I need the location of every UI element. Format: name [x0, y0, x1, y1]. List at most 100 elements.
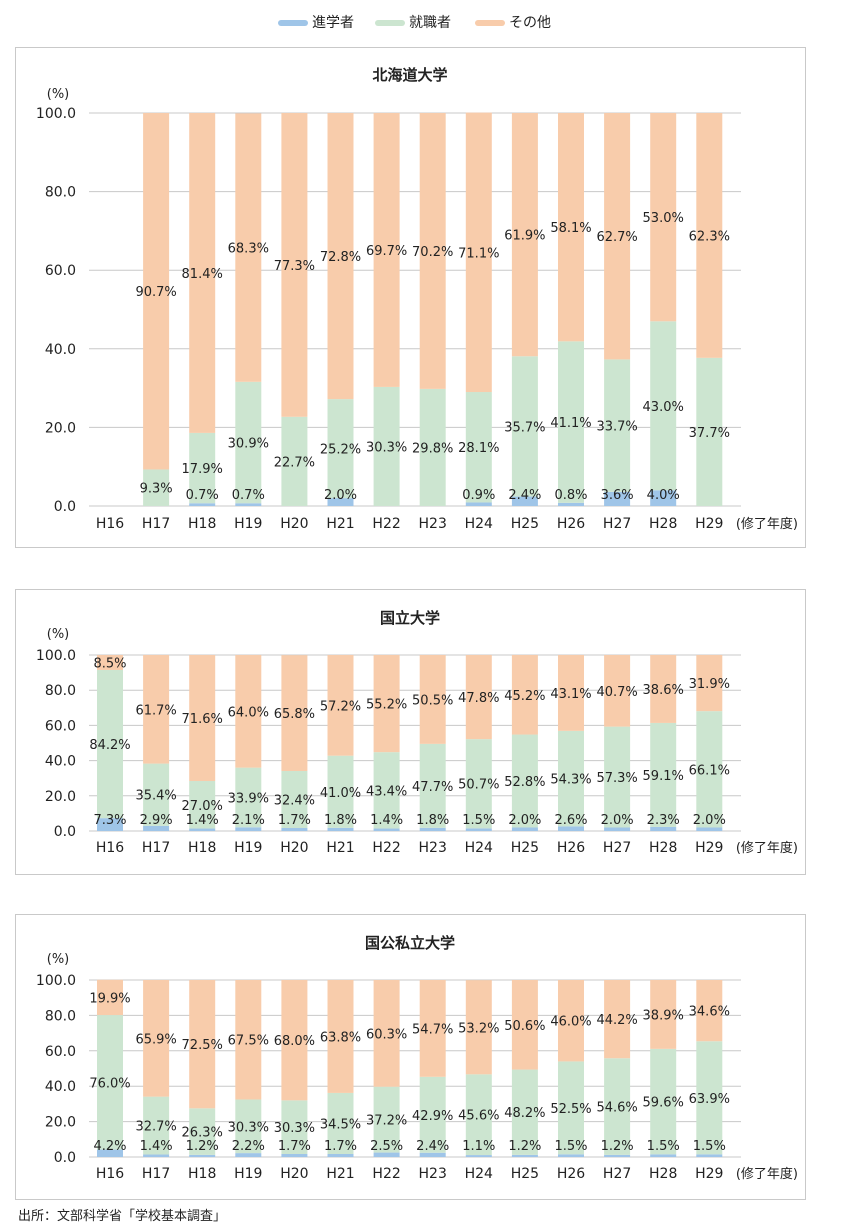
data-label-shingaku: 1.2%: [601, 1139, 634, 1154]
x-tick-label: H26: [557, 840, 585, 856]
data-label-shushoku: 52.8%: [504, 775, 545, 790]
data-label-sonota: 38.6%: [643, 683, 684, 698]
bar-segment-sonota: [281, 980, 308, 1101]
x-tick-label: H27: [603, 516, 631, 532]
x-tick-label: H21: [326, 1166, 354, 1182]
data-label-shingaku: 2.0%: [508, 813, 541, 828]
data-label-shingaku: 1.1%: [462, 1139, 495, 1154]
x-tick-label: H23: [419, 516, 447, 532]
chart-title: 国立大学: [380, 609, 440, 627]
data-label-shushoku: 37.7%: [689, 426, 730, 441]
data-label-shushoku: 30.3%: [228, 1120, 269, 1135]
bar-segment-shingaku: [419, 1152, 446, 1157]
data-label-shingaku: 0.7%: [232, 488, 265, 503]
bar-segment-shingaku: [281, 828, 308, 831]
x-tick-label: H28: [649, 840, 677, 856]
y-tick-label: 80.0: [45, 1008, 76, 1024]
bar-segment-sonota: [696, 113, 723, 358]
bar-segment-shushoku: [511, 1069, 538, 1155]
bar-segment-sonota: [419, 113, 446, 389]
x-tick-label: H16: [96, 1166, 124, 1182]
bar-segment-shingaku: [604, 1154, 631, 1157]
bar-segment-shushoku: [419, 388, 446, 506]
legend-label-sonota: その他: [509, 15, 551, 31]
data-label-shingaku: 1.5%: [693, 1139, 726, 1154]
bar-segment-shingaku: [189, 503, 216, 506]
bar-segment-shushoku: [143, 763, 170, 826]
legend-swatch-shushoku: [375, 20, 405, 26]
data-label-sonota: 81.4%: [182, 267, 223, 282]
bar-segment-sonota: [604, 113, 631, 360]
bar-segment-sonota: [650, 980, 677, 1049]
x-axis-unit-label: (修了年度): [736, 516, 798, 532]
data-label-shingaku: 1.7%: [278, 1139, 311, 1154]
bar-segment-shushoku: [604, 359, 631, 492]
x-tick-label: H28: [649, 1166, 677, 1182]
data-label-sonota: 62.7%: [596, 230, 637, 245]
data-label-sonota: 62.3%: [689, 229, 730, 244]
data-label-shingaku: 1.5%: [554, 1139, 587, 1154]
data-label-shushoku: 29.8%: [412, 441, 453, 456]
chart-title: 北海道大学: [372, 66, 447, 84]
bar-segment-sonota: [97, 655, 123, 670]
x-tick-label: H17: [142, 840, 170, 856]
y-tick-label: 0.0: [54, 1150, 76, 1166]
bar-segment-sonota: [465, 112, 492, 393]
bar-segment-shingaku: [696, 827, 723, 831]
data-label-sonota: 44.2%: [596, 1013, 637, 1028]
data-label-shingaku: 1.5%: [462, 813, 495, 828]
bar-segment-shushoku: [511, 734, 538, 828]
data-label-sonota: 61.9%: [504, 229, 545, 244]
data-label-sonota: 8.5%: [93, 656, 126, 671]
bar-segment-sonota: [281, 655, 308, 771]
y-tick-label: 60.0: [45, 1044, 76, 1060]
bar-segment-shushoku: [189, 781, 216, 829]
bar-segment-shushoku: [189, 1108, 216, 1155]
bar-segment-shingaku: [143, 1154, 170, 1157]
bar-segment-shingaku: [465, 828, 492, 831]
data-label-shingaku: 0.7%: [186, 488, 219, 503]
y-tick-label: 20.0: [45, 420, 76, 436]
bar-segment-sonota: [419, 655, 446, 744]
bar-segment-shushoku: [97, 1015, 123, 1150]
data-label-shushoku: 54.3%: [550, 773, 591, 788]
bar-segment-shushoku: [235, 767, 262, 828]
bar-segment-shingaku: [373, 1152, 400, 1157]
bar-segment-shushoku: [650, 1048, 677, 1155]
data-label-sonota: 55.2%: [366, 698, 407, 713]
legend-label-shingaku: 進学者: [312, 15, 354, 31]
data-label-shushoku: 54.6%: [596, 1101, 637, 1116]
data-label-shushoku: 25.2%: [320, 443, 361, 458]
bar-segment-sonota: [696, 655, 723, 712]
bar-segment-shingaku: [281, 1153, 308, 1157]
bar-segment-sonota: [189, 980, 216, 1109]
chart-legend: 進学者 就職者 その他: [0, 10, 860, 34]
bar-segment-shushoku: [650, 722, 677, 827]
y-tick-label: 0.0: [54, 824, 76, 840]
chart-kokoshiritsu-svg: 国公私立大学 (%) 0.0 20.0 40.0 60.0 80.0 100.0 H16 H17 H…: [36, 934, 798, 1182]
chart-kokuritsu-svg: 国立大学 (%) 0.0 20.0 40.0 60.0 80.0 100.0 H16 H17 H18…: [36, 609, 798, 856]
x-tick-label: H19: [234, 1166, 262, 1182]
x-tick-label: H29: [695, 840, 723, 856]
x-tick-label: H29: [695, 516, 723, 532]
y-tick-label: 0.0: [54, 499, 76, 515]
bar-segment-shushoku: [650, 321, 677, 491]
x-tick-label: H16: [96, 840, 124, 856]
bar-segment-shushoku: [465, 392, 492, 503]
data-label-sonota: 53.2%: [458, 1021, 499, 1036]
bar-segment-shingaku: [558, 502, 584, 506]
data-label-shingaku: 2.2%: [232, 1139, 265, 1154]
data-label-shushoku: 26.3%: [182, 1126, 223, 1141]
x-tick-label: H22: [372, 840, 400, 856]
bar-segment-sonota: [650, 655, 677, 723]
bar-segment-shingaku: [511, 1154, 538, 1157]
bar-segment-shushoku: [143, 1096, 170, 1155]
chart-title: 国公私立大学: [365, 934, 455, 952]
bar-segment-shingaku: [604, 827, 631, 831]
bar-segment-sonota: [604, 980, 631, 1059]
x-tick-label: H21: [326, 516, 354, 532]
data-label-shushoku: 35.7%: [504, 420, 545, 435]
bar-segment-shushoku: [465, 739, 492, 829]
legend-item-shushoku: 就職者: [375, 14, 451, 32]
bar-segment-shushoku: [604, 726, 631, 828]
